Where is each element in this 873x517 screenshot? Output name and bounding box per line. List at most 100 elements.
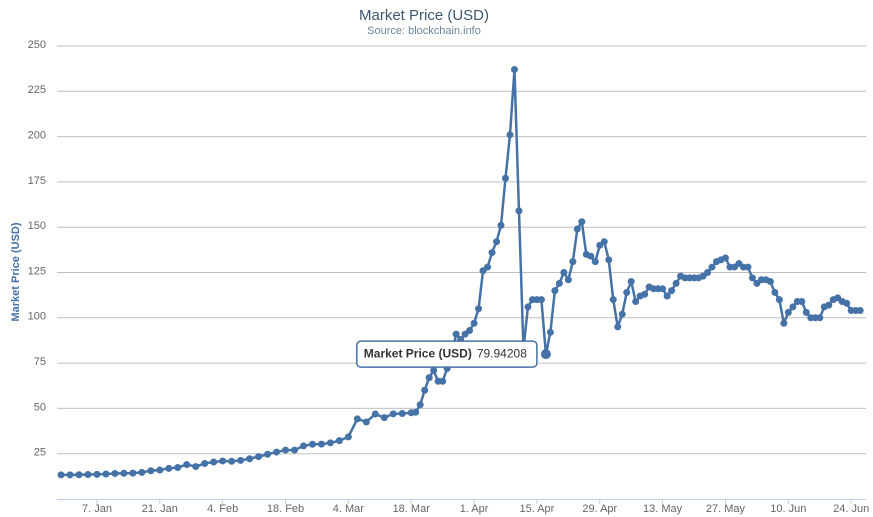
point [389, 410, 397, 418]
point [326, 439, 334, 447]
point [802, 308, 810, 316]
y-tick-label: 50 [34, 401, 46, 413]
point [825, 301, 833, 309]
y-tick-label: 200 [28, 130, 46, 142]
point [165, 464, 173, 472]
point [798, 297, 806, 305]
x-tick-label: 7. Jan [82, 503, 112, 515]
point [614, 323, 622, 331]
point [748, 274, 756, 282]
point [672, 279, 680, 287]
point [317, 440, 325, 448]
point [264, 450, 272, 458]
point [600, 238, 608, 246]
point [569, 258, 577, 266]
point [466, 326, 474, 334]
point [551, 287, 559, 295]
point [273, 448, 281, 456]
point [515, 207, 523, 215]
point [201, 459, 209, 467]
point [704, 269, 712, 276]
x-tick-label: 18. Mar [393, 503, 431, 515]
point [308, 440, 316, 448]
tooltip-series: Market Price (USD) [364, 346, 472, 360]
y-tick-label: 125 [28, 265, 46, 277]
point [506, 131, 514, 139]
point [784, 308, 792, 316]
x-tick-label: 4. Mar [333, 503, 365, 515]
point [475, 305, 483, 313]
point [353, 415, 361, 423]
point [425, 374, 433, 382]
point [497, 221, 505, 229]
point [421, 386, 429, 394]
point [578, 218, 586, 226]
point [816, 314, 824, 322]
point [546, 328, 554, 336]
point [93, 470, 101, 478]
point [605, 256, 613, 264]
x-tick-label: 10. Jun [770, 503, 806, 515]
y-tick-label: 250 [28, 39, 46, 51]
point [430, 366, 438, 374]
y-tick-label: 175 [28, 175, 46, 187]
point [560, 269, 568, 276]
point [843, 299, 851, 307]
point [627, 278, 635, 286]
point [156, 466, 164, 474]
point [555, 279, 563, 287]
point [721, 254, 729, 262]
point [609, 296, 617, 304]
x-tick-label: 1. Apr [460, 503, 489, 515]
point [290, 446, 298, 454]
point [510, 66, 518, 74]
point [66, 471, 74, 479]
point [663, 292, 671, 300]
y-tick-label: 25 [34, 447, 46, 459]
point [380, 414, 388, 422]
point [591, 258, 599, 266]
point [398, 409, 406, 417]
point [412, 408, 420, 416]
x-tick-label: 27. May [706, 503, 746, 515]
x-tick-label: 13. May [643, 503, 683, 515]
point [57, 471, 65, 479]
point [147, 467, 155, 475]
point [183, 461, 191, 469]
tooltip-value: 79.94208 [477, 346, 527, 360]
point [246, 455, 254, 463]
point [371, 410, 379, 418]
point [744, 263, 752, 271]
point [111, 469, 119, 477]
y-tick-label: 75 [34, 356, 46, 368]
point [488, 249, 496, 257]
point [484, 263, 492, 271]
point [210, 458, 218, 466]
point [771, 288, 779, 296]
point [192, 463, 200, 471]
point [623, 288, 631, 296]
point [344, 433, 352, 441]
point [641, 290, 649, 298]
point [780, 319, 788, 327]
point [766, 278, 774, 286]
point [299, 442, 307, 450]
point [501, 174, 509, 182]
point [708, 263, 716, 271]
point [282, 446, 290, 454]
point [632, 297, 640, 305]
x-tick-label: 24. Jun [833, 503, 869, 515]
x-tick-label: 18. Feb [267, 503, 304, 515]
point [524, 303, 532, 311]
point [362, 418, 370, 426]
point [174, 463, 182, 471]
point [255, 453, 263, 461]
point [659, 285, 667, 293]
point [470, 319, 478, 327]
point [587, 252, 595, 260]
point [573, 225, 581, 233]
y-tick-label: 150 [28, 220, 46, 232]
point [228, 457, 236, 465]
point [856, 307, 864, 315]
